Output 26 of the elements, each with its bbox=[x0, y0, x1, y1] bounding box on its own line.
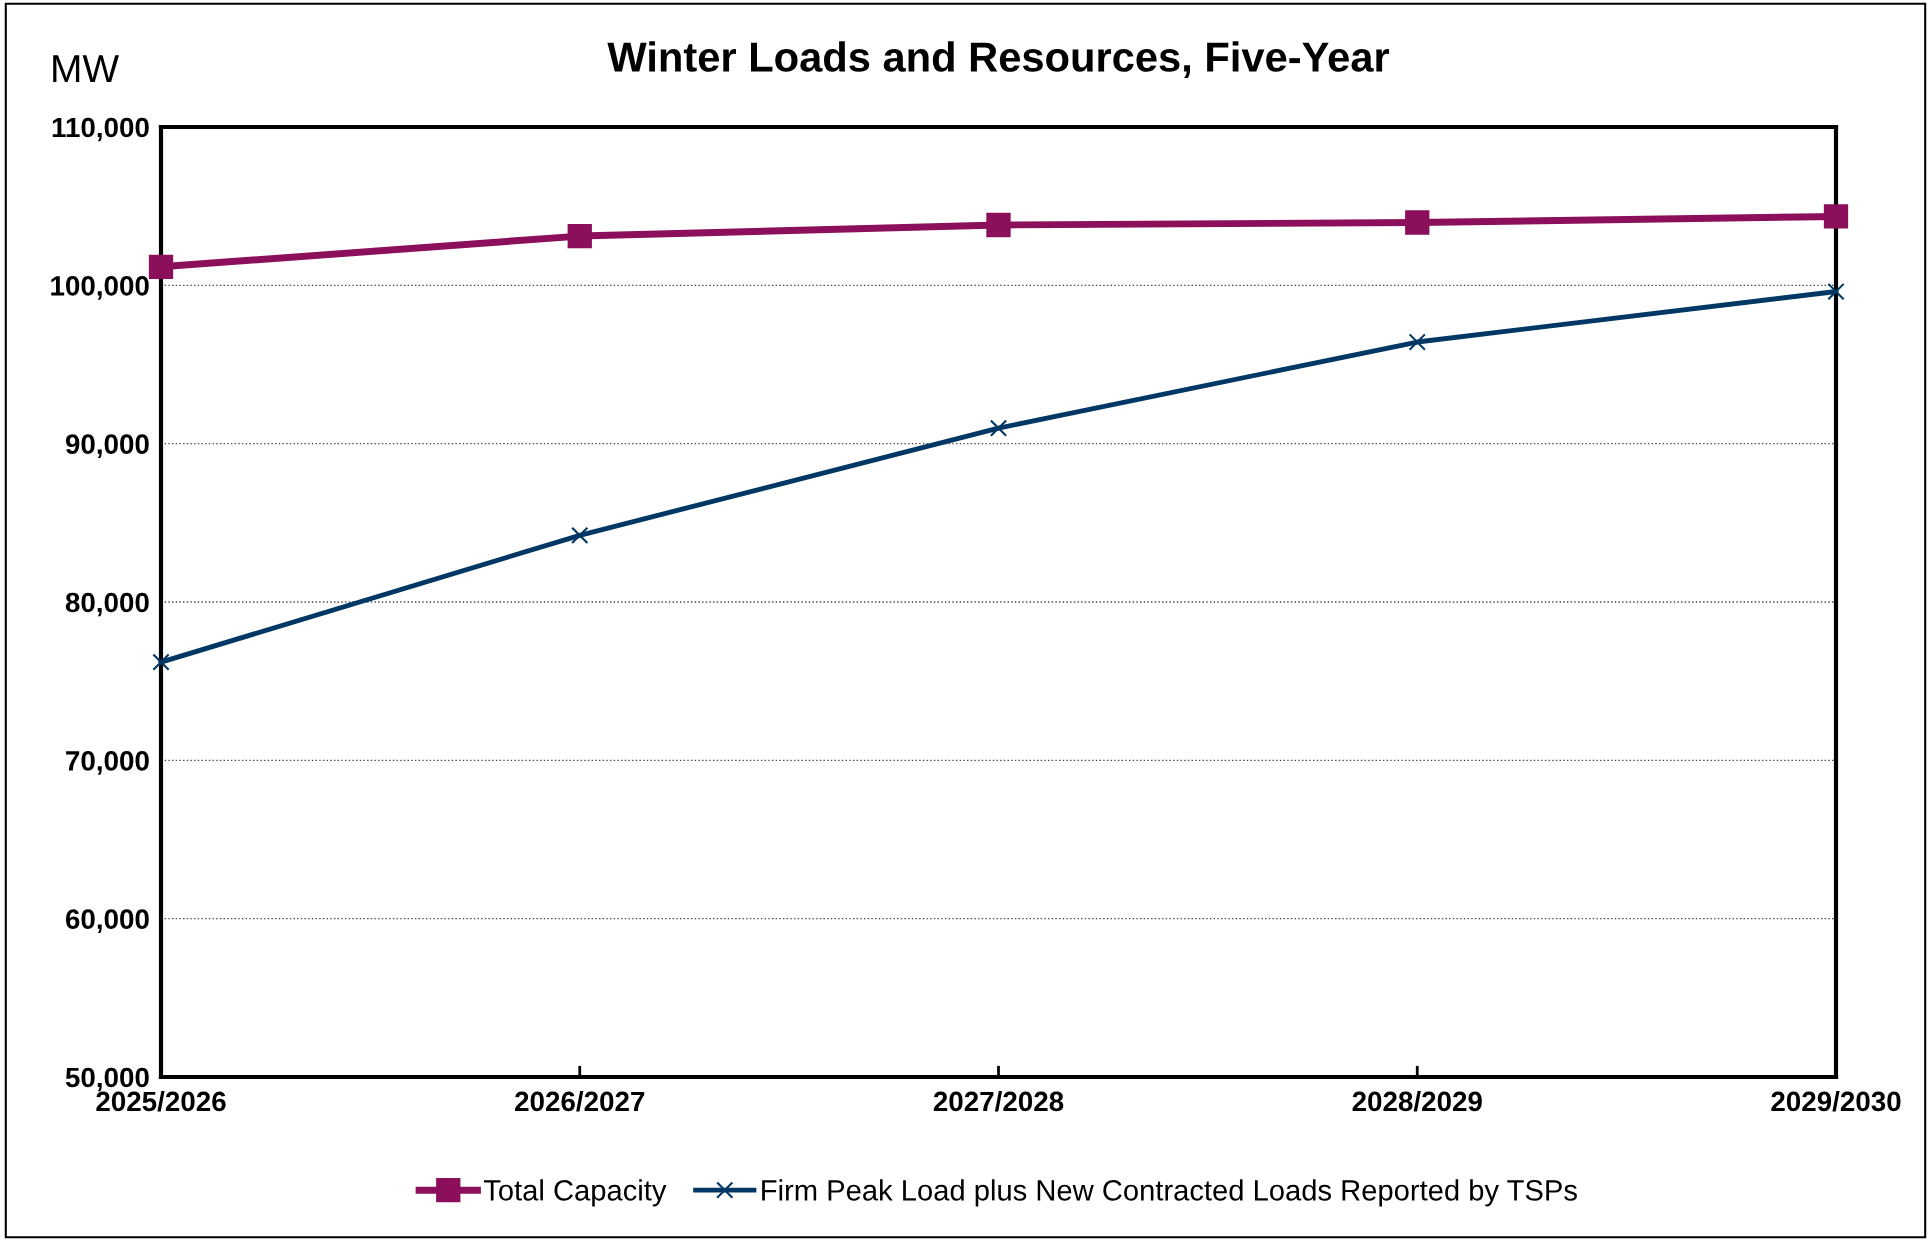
point bbox=[986, 212, 1011, 238]
point bbox=[567, 223, 592, 249]
x-tick-label: 2029/2030 bbox=[1771, 1090, 1901, 1112]
x-tick-label: 2027/2028 bbox=[933, 1090, 1064, 1112]
x-tick-label: 2026/2027 bbox=[515, 1090, 645, 1112]
y-tick-label: 110,000 bbox=[52, 117, 149, 142]
y-tick-label: 70,000 bbox=[66, 751, 149, 775]
y-tick-label: 50,000 bbox=[65, 1067, 149, 1092]
y-tick-label: 80,000 bbox=[65, 592, 149, 617]
point bbox=[1823, 204, 1849, 229]
point bbox=[1405, 210, 1430, 235]
x-tick-label: 2028/2029 bbox=[1352, 1090, 1482, 1112]
point bbox=[152, 653, 170, 671]
x-tick-label: 2025/2026 bbox=[96, 1090, 226, 1112]
y-tick-label: 100,000 bbox=[51, 276, 149, 300]
legend-label: Firm Peak Load plus New Contracted Loads Reported by TSPs bbox=[762, 1179, 1577, 1207]
point bbox=[571, 526, 589, 545]
y-tick-label: 60,000 bbox=[65, 909, 149, 934]
point bbox=[1827, 282, 1845, 301]
y-axis-title: MW bbox=[53, 55, 119, 83]
y-tick-label: 90,000 bbox=[65, 434, 149, 459]
chart-title: Winter Loads and Resources, Five-Year bbox=[607, 41, 1390, 78]
legend-label: Total Capacity bbox=[483, 1179, 667, 1207]
point bbox=[1408, 333, 1426, 351]
point bbox=[148, 254, 174, 279]
point bbox=[989, 419, 1008, 437]
